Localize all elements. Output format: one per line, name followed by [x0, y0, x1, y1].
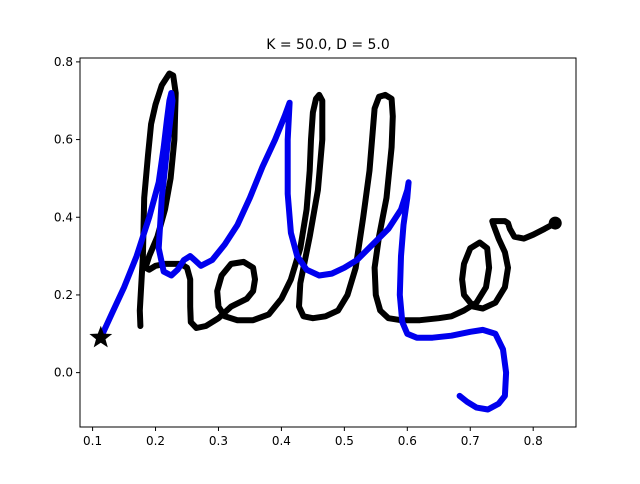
plot-frame [79, 57, 577, 428]
x-tick-label: 0.7 [461, 434, 480, 448]
x-tick-label: 0.1 [83, 434, 102, 448]
y-tick-label: 0.0 [54, 366, 73, 380]
x-tick-label: 0.6 [398, 434, 417, 448]
series-line-1 [136, 70, 559, 331]
series-line-2 [97, 90, 510, 413]
x-axis: 0.1 0.2 0.3 0.4 0.5 0.6 0.7 0.8 [83, 427, 543, 448]
chart-title: K = 50.0, D = 5.0 [266, 37, 390, 53]
y-tick-label: 0.4 [54, 210, 73, 224]
y-tick-label: 0.8 [54, 55, 73, 69]
series-layer [97, 70, 559, 413]
y-tick-label: 0.6 [54, 133, 73, 147]
x-tick-label: 0.8 [524, 434, 543, 448]
x-tick-label: 0.3 [209, 434, 228, 448]
start-marker [89, 325, 113, 348]
x-tick-label: 0.2 [146, 434, 165, 448]
x-tick-label: 0.4 [272, 434, 291, 448]
y-tick-label: 0.2 [54, 288, 73, 302]
end-marker [548, 216, 562, 230]
x-tick-label: 0.5 [335, 434, 354, 448]
y-axis: 0.0 0.2 0.4 0.6 0.8 [54, 55, 80, 380]
marker-layer [89, 216, 562, 348]
